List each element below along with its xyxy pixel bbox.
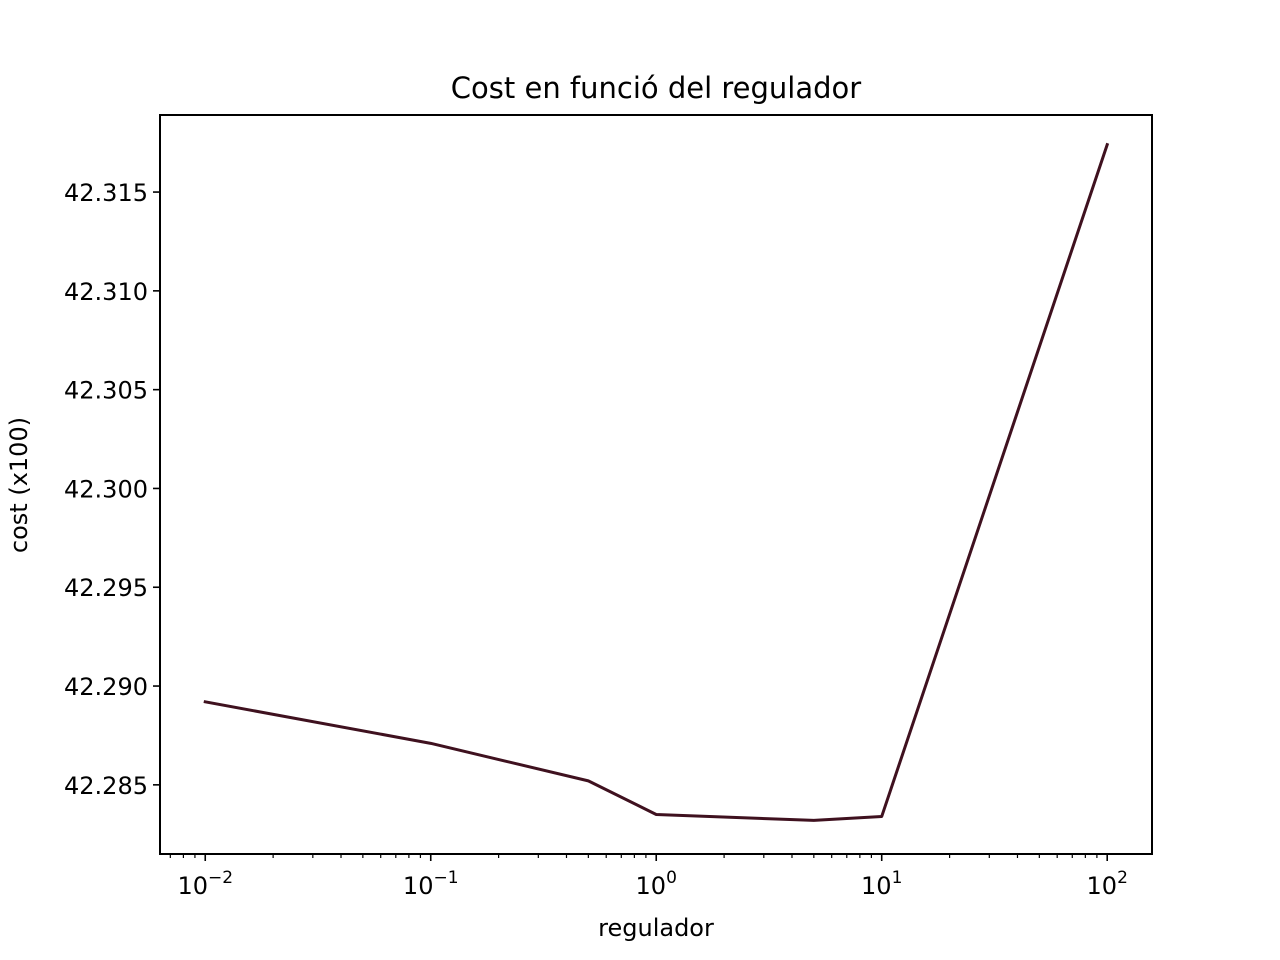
y-tick-label: 42.295 — [64, 574, 148, 602]
series-layer — [203, 142, 1110, 822]
y-tick-label: 42.315 — [64, 179, 148, 207]
x-tick-label: 100 — [636, 868, 677, 900]
y-tick-label: 42.300 — [64, 475, 148, 503]
x-axis-label: regulador — [598, 914, 714, 942]
y-axis-label: cost (x100) — [5, 417, 33, 553]
x-tick-label: 102 — [1087, 868, 1128, 900]
y-tick-label: 42.305 — [64, 377, 148, 405]
x-tick-label: 10−2 — [177, 868, 233, 900]
y-tick-label: 42.285 — [64, 772, 148, 800]
x-tick-label: 101 — [861, 868, 902, 900]
y-tick-label: 42.310 — [64, 278, 148, 306]
plot-frame — [159, 114, 1153, 855]
chart-title: Cost en funció del regulador — [451, 71, 861, 105]
y-tick-label: 42.290 — [64, 673, 148, 701]
series-line — [203, 142, 1110, 822]
x-tick-label: 10−1 — [403, 868, 459, 900]
ticks-layer: 10−2 10−1 100 101 102 42.285 42.290 42.295 42.30… — [64, 179, 1128, 900]
